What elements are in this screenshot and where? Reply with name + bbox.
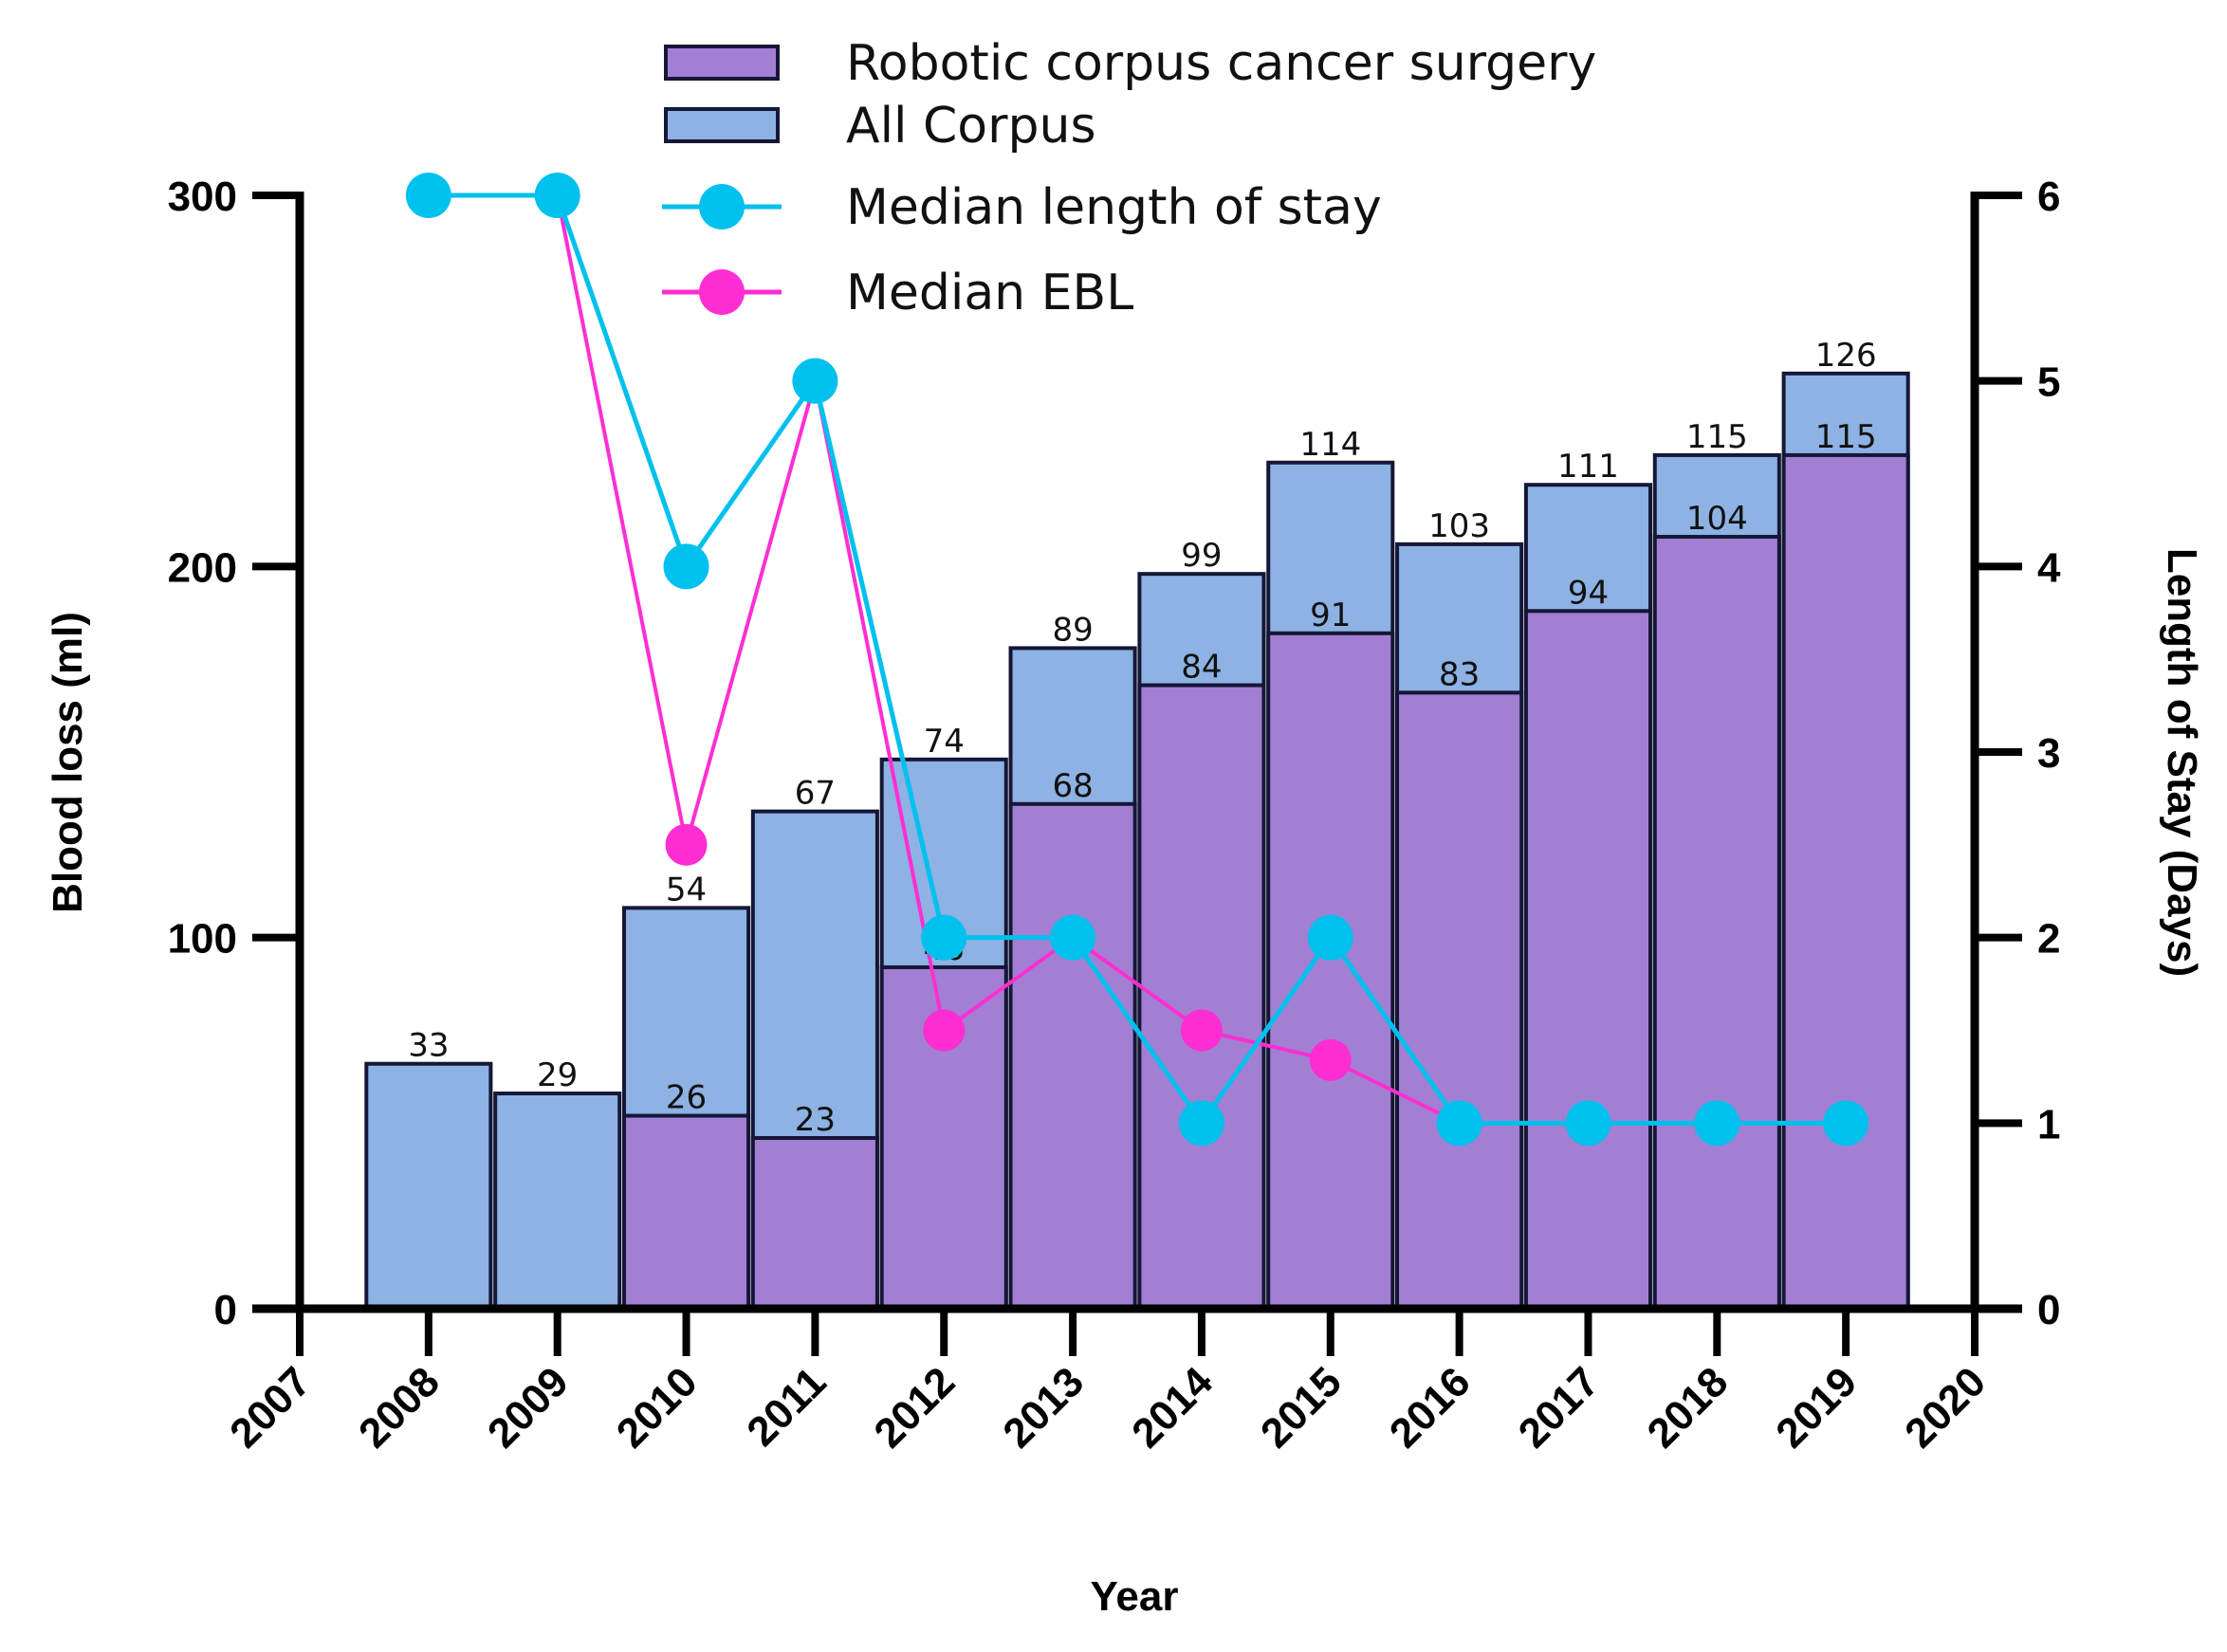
all-corpus-value-label: 115	[1686, 418, 1748, 456]
median-length-of-stay-point	[534, 173, 580, 218]
x-tick-label: 2015	[1252, 1358, 1351, 1457]
all-corpus-value-label: 114	[1299, 426, 1361, 464]
robotic-value-label: 84	[1181, 649, 1222, 687]
legend-marker	[699, 269, 745, 315]
robotic-bar	[1395, 690, 1524, 1311]
median-length-of-stay-point	[1436, 1100, 1482, 1147]
all-corpus-value-label: 99	[1181, 537, 1222, 575]
x-tick-label: 2009	[479, 1358, 578, 1457]
x-tick-label: 2010	[608, 1358, 707, 1457]
x-tick-label: 2017	[1510, 1358, 1609, 1457]
all-corpus-value-label: 89	[1052, 611, 1093, 649]
robotic-bar	[1266, 631, 1395, 1311]
median-ebl-point	[1180, 1009, 1223, 1052]
x-tick-label: 2016	[1381, 1358, 1480, 1457]
robotic-value-label: 94	[1568, 574, 1609, 612]
all-corpus-value-label: 54	[666, 871, 707, 909]
robotic-bars	[621, 452, 1910, 1312]
x-tick-label: 2007	[221, 1358, 320, 1457]
all-corpus-value-label: 29	[537, 1056, 578, 1094]
robotic-value-label: 104	[1686, 500, 1748, 538]
x-tick-label: 2011	[738, 1358, 835, 1455]
all-corpus-bar	[493, 1092, 622, 1311]
legend-swatch	[664, 107, 780, 143]
legend: Robotic corpus cancer surgery All Corpus M…	[662, 35, 1596, 321]
median-length-of-stay-point	[405, 173, 451, 218]
median-length-of-stay-point	[1694, 1100, 1740, 1147]
left-y-tick-label: 0	[214, 1287, 237, 1333]
median-length-of-stay-point	[1050, 914, 1096, 961]
left-y-tick-label: 100	[168, 916, 237, 963]
x-axis-title: Year	[1091, 1573, 1179, 1620]
right-y-tick-label: 1	[2037, 1101, 2060, 1147]
median-length-of-stay-point	[1565, 1100, 1611, 1147]
legend-label: All Corpus	[846, 98, 1096, 155]
robotic-value-label: 83	[1439, 655, 1480, 693]
all-corpus-value-label: 111	[1557, 448, 1619, 486]
all-corpus-value-label: 67	[795, 775, 836, 813]
x-tick-label: 2012	[865, 1358, 964, 1457]
x-tick-label: 2014	[1123, 1358, 1222, 1457]
all-corpus-value-label: 74	[924, 723, 965, 761]
legend-label: Median length of stay	[846, 179, 1382, 236]
robotic-bar	[1781, 452, 1910, 1311]
all-corpus-value-label: 33	[408, 1027, 449, 1065]
x-tick-label: 2013	[994, 1358, 1093, 1457]
median-length-of-stay-point	[663, 543, 709, 590]
median-length-of-stay-point	[792, 358, 838, 404]
median-ebl-point	[1309, 1038, 1352, 1081]
median-length-of-stay-point	[921, 914, 967, 961]
right-y-tick-label: 3	[2037, 730, 2060, 777]
median-length-of-stay-point	[1178, 1100, 1224, 1147]
x-tick-label: 2018	[1639, 1358, 1738, 1457]
legend-label: Robotic corpus cancer surgery	[846, 35, 1596, 92]
robotic-value-label: 26	[666, 1079, 707, 1117]
all-corpus-value-label: 126	[1815, 337, 1877, 375]
robotic-bar	[1523, 609, 1653, 1311]
right-y-tick-label: 5	[2037, 359, 2060, 406]
right-y-tick-label: 4	[2037, 544, 2061, 591]
median-length-of-stay-point	[1823, 1100, 1869, 1147]
median-ebl-point	[923, 1009, 966, 1052]
right-y-tick-label: 0	[2037, 1287, 2060, 1333]
robotic-bar	[750, 1135, 879, 1312]
right-y-tick-label: 6	[2037, 174, 2060, 220]
all-corpus-bar	[364, 1061, 493, 1311]
robotic-bar	[1137, 683, 1266, 1311]
median-ebl-point	[665, 823, 708, 866]
left-y-axis-title: Blood loss (ml)	[45, 612, 91, 913]
robotic-value-label: 68	[1052, 767, 1093, 805]
robotic-value-label: 115	[1815, 418, 1877, 456]
bar-value-labels: 3329542667237446896899841149110383111941…	[408, 337, 1876, 1139]
x-tick-label: 2019	[1767, 1358, 1866, 1457]
robotic-bar	[1652, 535, 1781, 1311]
left-y-tick-label: 300	[168, 174, 237, 220]
x-tick-label: 2020	[1896, 1358, 1995, 1457]
robotic-bar	[1008, 801, 1137, 1311]
legend-marker	[699, 184, 745, 229]
right-y-axis-title: Length of Stay (Days)	[2159, 548, 2205, 977]
legend-swatch	[664, 45, 780, 81]
line-series	[405, 173, 1869, 1147]
robotic-value-label: 91	[1310, 597, 1351, 634]
all-corpus-value-label: 103	[1428, 507, 1490, 545]
right-y-tick-label: 2	[2037, 916, 2060, 963]
left-y-tick-label: 200	[168, 544, 237, 591]
robotic-value-label: 23	[795, 1101, 836, 1139]
median-length-of-stay-point	[1307, 914, 1353, 961]
robotic-bar	[621, 1113, 751, 1312]
legend-label: Median EBL	[846, 265, 1133, 321]
x-tick-label: 2008	[350, 1358, 449, 1457]
